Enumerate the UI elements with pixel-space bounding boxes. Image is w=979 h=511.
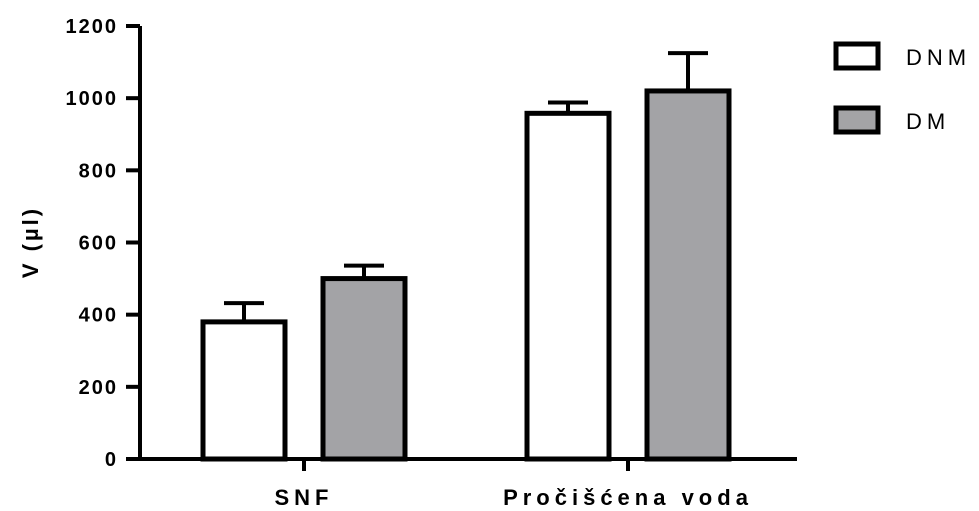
- y-tick-label: 1000: [66, 88, 119, 110]
- bar-dm: [644, 88, 732, 462]
- y-tick-label: 0: [105, 449, 118, 471]
- legend-label-dnm: DNM: [906, 45, 971, 70]
- y-axis-title: V (µl): [18, 206, 43, 278]
- x-tick-label: Pročišćena voda: [503, 485, 753, 510]
- x-tick-label: SNF: [275, 485, 334, 510]
- legend: DNM DM: [833, 41, 971, 135]
- legend-swatch-dm: [833, 105, 881, 135]
- y-tick-label: 600: [79, 233, 118, 255]
- bars: [200, 51, 732, 462]
- legend-swatch-dnm: [833, 41, 881, 71]
- y-tick-label: 400: [79, 305, 118, 327]
- bar-dnm: [524, 110, 612, 462]
- legend-label-dm: DM: [906, 109, 950, 134]
- bar-dm: [320, 276, 408, 462]
- y-tick-label: 200: [79, 377, 118, 399]
- bar-dnm: [200, 319, 288, 462]
- x-axis: SNF Pročišćena voda: [138, 457, 797, 510]
- y-tick-label: 800: [79, 160, 118, 182]
- y-axis: 0 200 400 600 800 1000 1200: [66, 16, 142, 471]
- y-tick-label: 1200: [66, 16, 119, 38]
